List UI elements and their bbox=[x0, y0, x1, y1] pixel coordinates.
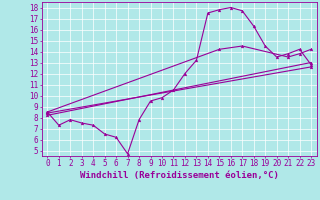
X-axis label: Windchill (Refroidissement éolien,°C): Windchill (Refroidissement éolien,°C) bbox=[80, 171, 279, 180]
